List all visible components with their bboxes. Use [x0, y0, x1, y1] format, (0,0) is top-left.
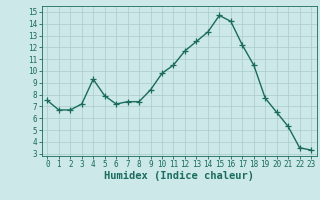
X-axis label: Humidex (Indice chaleur): Humidex (Indice chaleur) [104, 171, 254, 181]
